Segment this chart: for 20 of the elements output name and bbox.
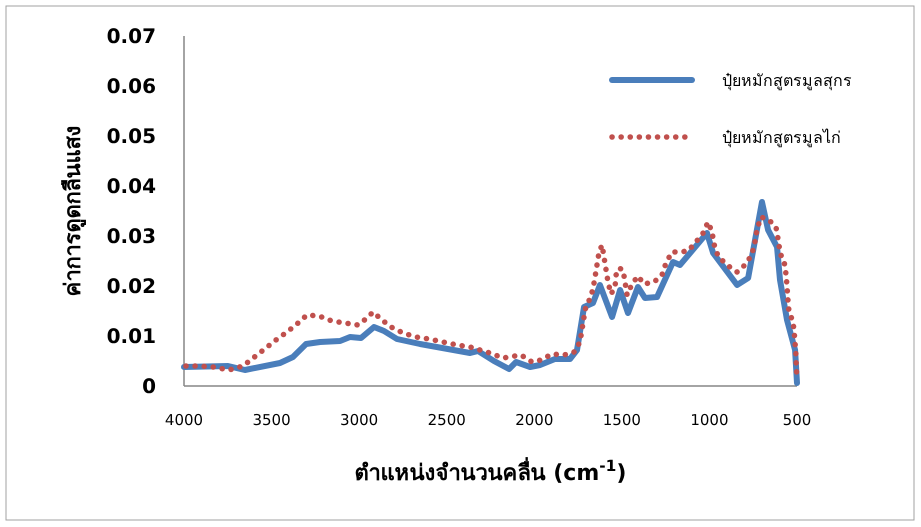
x-tick-label: 500: [782, 411, 812, 429]
y-tick-label: 0.02: [106, 274, 156, 298]
x-tick-label: 4000: [164, 411, 204, 429]
y-tick-label: 0.05: [106, 124, 156, 148]
y-tick-label: 0.01: [106, 324, 156, 348]
y-tick-label: 0.06: [106, 74, 156, 98]
x-tick-label: 2000: [515, 411, 554, 429]
x-tick-label: 3000: [340, 411, 378, 429]
x-tick-label: 2500: [428, 411, 466, 429]
x-tick-label: 1500: [602, 411, 641, 429]
y-axis-title: ค่าการดูดกลืนแสง: [61, 126, 87, 296]
y-tick-label: 0.07: [106, 24, 156, 48]
legend-label: ปุ๋ยหมักสูตรมูลไก่: [722, 128, 841, 148]
legend-label: ปุ๋ยหมักสูตรมูลสุกร: [722, 71, 852, 91]
y-tick-label: 0.04: [106, 174, 156, 198]
x-axis-title: ตำแหน่งจำนวนคลื่น (cm$^{-1}$): [354, 456, 626, 486]
x-tick-label: 1000: [690, 411, 729, 429]
x-tick-label: 3500: [252, 411, 291, 429]
y-tick-label: 0: [142, 374, 156, 398]
y-tick-label: 0.03: [106, 224, 156, 248]
